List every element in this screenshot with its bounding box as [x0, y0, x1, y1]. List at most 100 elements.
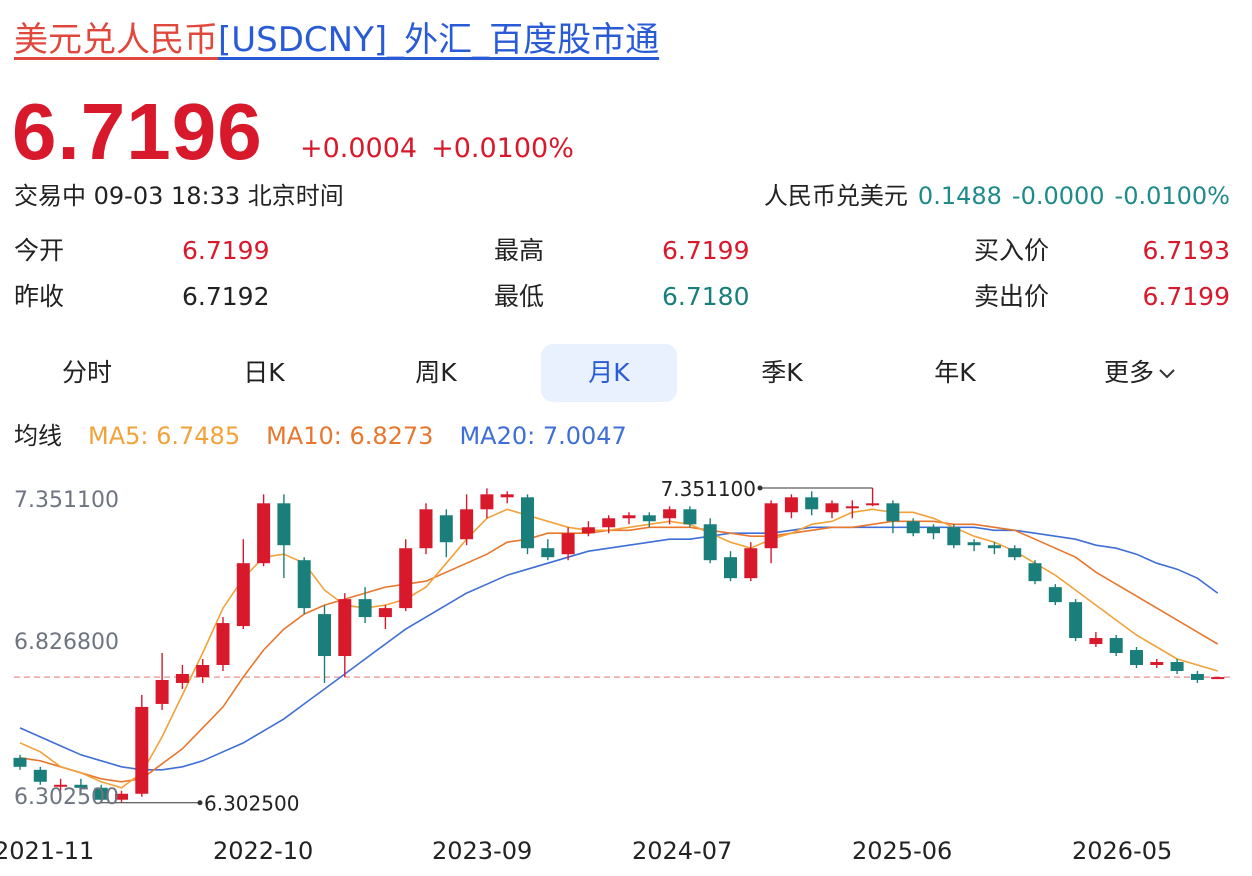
- candle-body: [581, 527, 595, 534]
- candle-body: [115, 793, 128, 800]
- candle-body: [703, 524, 717, 561]
- candle-body: [236, 563, 250, 627]
- min-marker-label: 6.302500: [204, 792, 299, 816]
- tab-intraday[interactable]: 分时: [61, 358, 112, 387]
- candle-body: [784, 497, 798, 513]
- tab-quarterly-k[interactable]: 季K: [761, 358, 803, 387]
- candle-body: [399, 548, 413, 609]
- inverse-label: 人民币兑美元: [763, 182, 908, 210]
- candle-body: [1130, 650, 1143, 666]
- title-link-pair[interactable]: 美元兑人民币: [14, 20, 218, 60]
- tab-more-label: 更多: [1103, 358, 1154, 387]
- last-price: 6.7196: [12, 87, 263, 176]
- stat-ask-value: 6.7199: [1142, 282, 1230, 311]
- candle-body: [1028, 563, 1042, 582]
- tab-more[interactable]: 更多: [1080, 344, 1200, 402]
- ma-legend-label: 均线: [14, 422, 62, 450]
- candle-body: [744, 548, 758, 579]
- ma-legend: 均线 MA5: 6.7485 MA10: 6.8273 MA20: 7.0047: [14, 420, 653, 452]
- y-tick-min: 6.302500: [14, 785, 119, 810]
- candle-body: [216, 623, 230, 666]
- candle-body: [845, 506, 859, 509]
- candle-body: [460, 509, 474, 540]
- ma5-line: [19, 508, 1218, 789]
- stat-bid-label: 买入价: [974, 236, 1050, 265]
- candle-body: [1211, 677, 1225, 680]
- candle-body: [33, 769, 47, 782]
- candle-body: [521, 497, 534, 549]
- candle-body: [663, 509, 677, 519]
- candle-body: [947, 527, 961, 546]
- candle-body: [1170, 662, 1184, 671]
- stat-high-label: 最高: [494, 236, 545, 265]
- candle-body: [987, 545, 1001, 549]
- change-pct: +0.0100%: [431, 133, 574, 164]
- stat-low-label: 最低: [494, 282, 545, 311]
- x-tick-1: 2022-10: [213, 837, 314, 865]
- price-change: +0.0004 +0.0100%: [300, 132, 588, 166]
- stat-bid-value: 6.7193: [1142, 236, 1230, 265]
- tab-weekly-k[interactable]: 周K: [415, 358, 457, 387]
- candle-body: [338, 599, 352, 657]
- tab-daily-k[interactable]: 日K: [243, 358, 285, 387]
- page-title: 美元兑人民币[USDCNY]_外汇_百度股市通: [14, 18, 659, 62]
- ma10-line: [19, 520, 1219, 783]
- candle-body: [866, 503, 880, 506]
- candle-body: [1190, 673, 1204, 680]
- title-link-site[interactable]: [USDCNY]_外汇_百度股市通: [218, 20, 660, 60]
- x-tick-0: 2021-11: [0, 837, 95, 865]
- candle-body: [358, 599, 372, 618]
- candle-body: [967, 542, 981, 546]
- x-tick-3: 2024-07: [632, 837, 733, 865]
- inverse-change-pct: -0.0100%: [1114, 182, 1230, 210]
- x-tick-5: 2026-05: [1072, 837, 1173, 865]
- inverse-price: 0.1488: [917, 182, 1002, 210]
- y-tick-mid: 6.826800: [14, 630, 119, 655]
- candle-body: [825, 503, 839, 513]
- candle-body: [602, 518, 616, 528]
- candle-body: [683, 509, 697, 525]
- candle-body: [277, 503, 291, 546]
- candle-body: [196, 665, 210, 677]
- min-marker-dot: [197, 800, 203, 806]
- candle-body: [439, 515, 453, 543]
- candle-body: [13, 757, 27, 767]
- stat-low-value: 6.7180: [662, 282, 750, 311]
- chevron-down-icon: [1159, 369, 1175, 379]
- candle-body: [155, 679, 169, 704]
- stat-ask-label: 卖出价: [974, 282, 1050, 311]
- x-tick-2: 2023-09: [432, 837, 533, 865]
- tab-monthly-k[interactable]: 月K: [541, 344, 677, 402]
- candle-body: [297, 560, 311, 609]
- ma20-legend: MA20: 7.0047: [459, 422, 627, 450]
- candle-body: [257, 503, 271, 564]
- tab-yearly-k[interactable]: 年K: [934, 358, 976, 387]
- candle-body: [622, 515, 636, 519]
- ma20-line: [19, 526, 1219, 771]
- candle-body: [1048, 587, 1062, 603]
- candle-body: [1150, 662, 1164, 666]
- period-tabs: 分时 日K 周K 月K 季K 年K 更多: [0, 344, 1252, 402]
- y-tick-max: 7.351100: [14, 488, 119, 513]
- candle-body: [1089, 638, 1103, 645]
- candle-body: [805, 497, 819, 510]
- candle-body: [541, 548, 555, 558]
- candle-body: [378, 608, 392, 618]
- ma5-legend: MA5: 6.7485: [88, 422, 241, 450]
- candle-body: [1109, 638, 1123, 654]
- candle-body: [886, 503, 900, 522]
- candle-body: [135, 706, 149, 794]
- stat-open-value: 6.7199: [182, 236, 270, 265]
- candle-body: [419, 509, 433, 549]
- candle-body: [764, 503, 778, 549]
- stat-prevclose-value: 6.7192: [182, 282, 270, 311]
- inverse-change: -0.0000: [1011, 182, 1105, 210]
- candle-body: [724, 557, 737, 579]
- candle-body: [1008, 548, 1022, 558]
- max-marker-dot: [757, 485, 763, 491]
- candle-body: [500, 494, 514, 498]
- ma10-legend: MA10: 6.8273: [266, 422, 434, 450]
- candle-body: [54, 784, 68, 787]
- inverse-quote[interactable]: 人民币兑美元 0.1488 -0.0000 -0.0100%: [764, 180, 1230, 212]
